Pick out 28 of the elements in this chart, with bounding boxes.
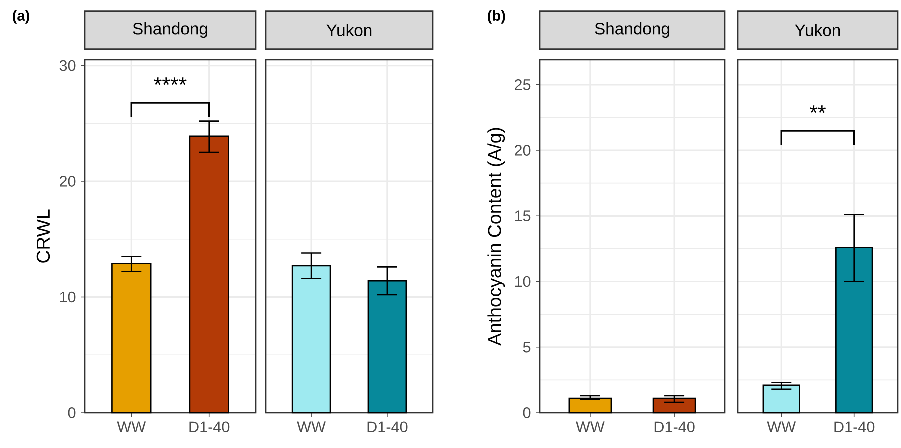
y-tick-label: 0 — [68, 408, 76, 418]
chart-title: Shandong — [595, 22, 670, 38]
x-tick-label: D1-40 — [368, 422, 408, 433]
annotation: **** — [154, 78, 187, 86]
text: (b) — [488, 10, 506, 24]
y-tick-label: 30 — [60, 60, 76, 72]
x-tick-label: WW — [297, 422, 326, 432]
y-axis-title: Anthocyanin Content (A/g) — [488, 128, 506, 346]
y-axis-title: CRWL — [36, 210, 50, 263]
chart-title: Yukon — [326, 24, 372, 36]
y-tick-label: 20 — [60, 176, 76, 187]
x-tick-label: WW — [576, 422, 605, 432]
text: (a) — [13, 10, 30, 24]
y-tick-label: 20 — [515, 145, 531, 156]
y-tick-label: 10 — [515, 276, 531, 288]
y-tick-label: 0 — [523, 408, 531, 418]
x-tick-label: D1-40 — [190, 422, 230, 433]
chart-title: Yukon — [795, 24, 840, 36]
y-tick-label: 25 — [515, 79, 531, 90]
annotation: ** — [810, 106, 826, 114]
y-tick-label: 10 — [60, 292, 76, 303]
y-tick-label: 15 — [515, 210, 531, 222]
y-tick-label: 5 — [523, 342, 531, 353]
chart-title: Shandong — [133, 22, 208, 38]
x-tick-label: D1-40 — [654, 422, 695, 433]
x-tick-label: WW — [117, 422, 146, 432]
x-tick-label: D1-40 — [834, 422, 875, 433]
x-tick-label: WW — [767, 422, 796, 432]
